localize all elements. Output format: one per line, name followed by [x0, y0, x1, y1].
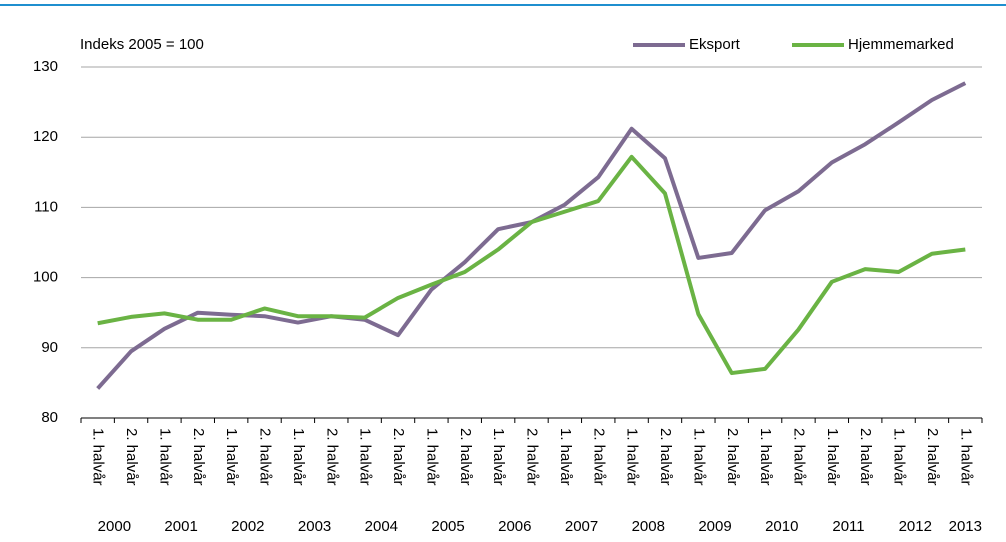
year-label: 2003	[298, 518, 331, 535]
x-tick-label: 2. halvår	[257, 428, 274, 486]
x-tick-label: 2. halvår	[323, 428, 340, 486]
year-label: 2011	[832, 518, 864, 535]
year-label: 2001	[164, 518, 197, 535]
legend-label: Hjemmemarked	[848, 36, 954, 53]
y-tick-label: 130	[33, 58, 58, 75]
x-tick-label: 1. halvår	[357, 428, 374, 486]
x-tick-label: 1. halvår	[624, 428, 641, 486]
legend-label: Eksport	[689, 36, 741, 53]
x-tick-label: 1. halvår	[557, 428, 574, 486]
x-tick-label: 2. halvår	[724, 428, 741, 486]
x-tick-label: 2. halvår	[790, 428, 807, 486]
x-tick-label: 1. halvår	[824, 428, 841, 486]
x-tick-label: 1. halvår	[90, 428, 107, 486]
y-tick-label: 110	[34, 198, 58, 215]
x-tick-label: 2. halvår	[924, 428, 941, 486]
x-tick-label: 1. halvår	[490, 428, 507, 486]
year-label: 2007	[565, 518, 598, 535]
x-tick-label: 2. halvår	[390, 428, 407, 486]
year-label: 2004	[365, 518, 398, 535]
y-tick-label: 120	[33, 128, 58, 145]
year-label: 2002	[231, 518, 264, 535]
series-line	[97, 154, 966, 376]
x-tick-label: 1. halvår	[891, 428, 908, 486]
series-line	[96, 81, 967, 390]
year-label: 2006	[498, 518, 531, 535]
year-label: 2012	[899, 518, 932, 535]
x-tick-label: 1. halvår	[757, 428, 774, 486]
x-tick-label: 2. halvår	[457, 428, 474, 486]
year-label: 2010	[765, 518, 798, 535]
year-label: 2000	[98, 518, 131, 535]
year-label: 2008	[632, 518, 665, 535]
y-tick-label: 90	[41, 339, 58, 356]
year-label: 2013	[949, 518, 982, 535]
x-tick-label: 1. halvår	[957, 428, 974, 486]
x-tick-label: 2. halvår	[657, 428, 674, 486]
year-label: 2009	[698, 518, 731, 535]
x-tick-label: 2. halvår	[123, 428, 140, 486]
y-tick-label: 100	[33, 269, 58, 286]
x-tick-label: 1. halvår	[290, 428, 307, 486]
x-tick-label: 2. halvår	[524, 428, 541, 486]
x-tick-label: 2. halvår	[857, 428, 874, 486]
annotation: Indeks 2005 = 100	[80, 36, 204, 53]
x-tick-label: 2. halvår	[590, 428, 607, 486]
x-tick-label: 2. halvår	[190, 428, 207, 486]
y-tick-label: 80	[41, 409, 58, 426]
x-tick-label: 1. halvår	[423, 428, 440, 486]
year-label: 2005	[431, 518, 464, 535]
x-tick-label: 1. halvår	[156, 428, 173, 486]
x-tick-label: 1. halvår	[690, 428, 707, 486]
x-tick-label: 1. halvår	[223, 428, 240, 486]
